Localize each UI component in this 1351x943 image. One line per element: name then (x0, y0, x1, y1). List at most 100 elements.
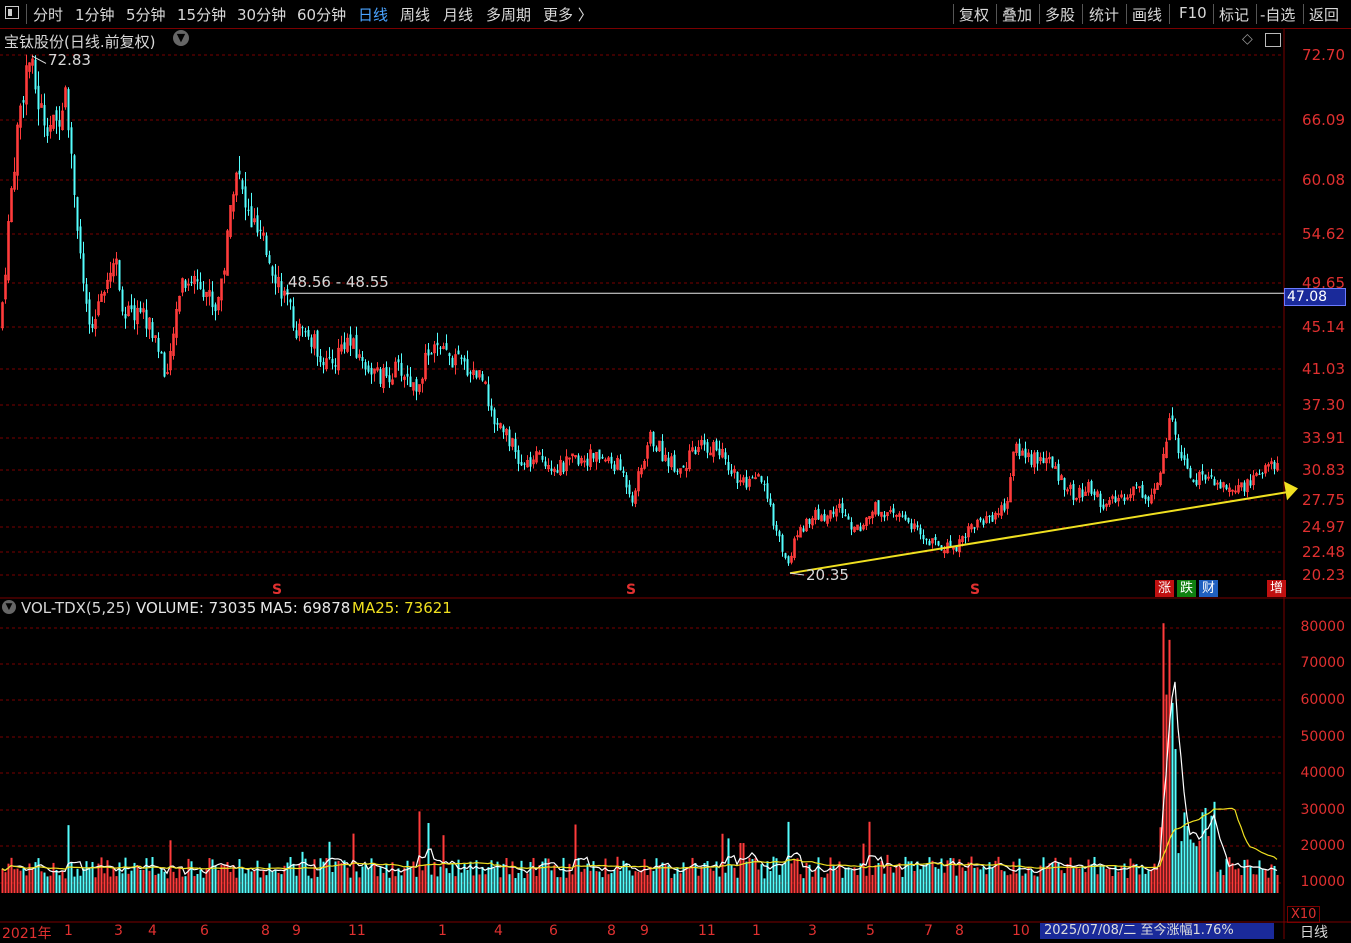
candle-body (982, 520, 985, 525)
candle-body (1180, 451, 1183, 459)
chart-canvas[interactable] (0, 29, 1351, 939)
badge-finance[interactable]: 财 (1199, 580, 1218, 597)
tab-more[interactable]: 更多 〉 (543, 6, 593, 24)
volume-bar (607, 874, 610, 893)
volume-bar (334, 861, 337, 893)
tab-1min[interactable]: 1分钟 (75, 6, 115, 24)
volume-bar (532, 857, 535, 893)
candle-body (1027, 452, 1030, 457)
volume-bar (79, 875, 82, 893)
candle-body (622, 470, 625, 474)
indicator-dropdown-icon[interactable]: ▼ (2, 600, 16, 614)
candle-body (559, 459, 562, 476)
volume-bar (829, 857, 832, 893)
fuquan-button[interactable]: 复权 (959, 6, 990, 24)
tab-daily[interactable]: 日线 (358, 6, 389, 24)
candle-body (172, 333, 175, 356)
mark-button[interactable]: 标记 (1219, 6, 1250, 24)
price-tick: 24.97 (1302, 518, 1345, 536)
volume-bar (1012, 861, 1015, 893)
overlay-button[interactable]: 叠加 (1002, 6, 1033, 24)
price-tick: 54.62 (1302, 225, 1345, 243)
volume-bar (868, 821, 871, 893)
draw-line-button[interactable]: 画线 (1132, 6, 1163, 24)
volume-bar (1222, 875, 1225, 893)
volume-bar (100, 857, 103, 893)
candle-body (964, 536, 967, 538)
volume-bar (13, 869, 16, 893)
candle-body (550, 468, 553, 471)
tab-multi-period[interactable]: 多周期 (486, 6, 532, 24)
candle-body (967, 526, 970, 538)
candle-body (640, 467, 643, 475)
volume-bar (922, 865, 925, 893)
candle-body (346, 337, 349, 352)
volume-bar (346, 867, 349, 893)
volume-bar (256, 860, 259, 893)
date-tick: 9 (292, 923, 301, 939)
price-tick: 20.23 (1302, 566, 1345, 584)
candle-body (1150, 494, 1153, 504)
volume-tick: 60000 (1300, 692, 1345, 708)
volume-bar (901, 876, 904, 893)
volume-bar (811, 876, 814, 893)
diamond-icon[interactable]: ◇ (1242, 31, 1253, 47)
stock-title: 宝钛股份(日线.前复权) (4, 33, 156, 51)
candle-body (913, 523, 916, 529)
indicator-name[interactable]: VOL-TDX(5,25) (21, 599, 132, 617)
volume-bar (295, 875, 298, 893)
period-toolbar: 分时 1分钟 5分钟 15分钟 30分钟 60分钟 日线 周线 月线 多周期 更… (0, 0, 1351, 29)
badge-fall[interactable]: 跌 (1177, 580, 1196, 597)
volume-bar (1270, 864, 1273, 893)
s-marker[interactable]: S (272, 582, 283, 598)
candle-body (502, 426, 505, 433)
volume-bar (235, 877, 238, 893)
volume-bar (850, 869, 853, 893)
badge-rise[interactable]: 涨 (1155, 580, 1174, 597)
tab-15min[interactable]: 15分钟 (177, 6, 227, 24)
volume-bar (1207, 836, 1210, 893)
tab-5min[interactable]: 5分钟 (126, 6, 166, 24)
statistics-button[interactable]: 统计 (1089, 6, 1120, 24)
volume-bar (688, 867, 691, 893)
multi-stock-button[interactable]: 多股 (1045, 6, 1076, 24)
candle-body (934, 537, 937, 540)
s-marker[interactable]: S (626, 582, 637, 598)
badge-increase[interactable]: 增 (1267, 580, 1286, 597)
volume-bar (28, 863, 31, 893)
volume-bar (730, 865, 733, 893)
candle-body (634, 490, 637, 504)
volume-bar (595, 871, 598, 893)
candle-body (694, 449, 697, 455)
candle-body (880, 511, 883, 517)
tab-weekly[interactable]: 周线 (400, 6, 431, 24)
candle-body (742, 477, 745, 483)
window-mode-icon[interactable] (1265, 33, 1281, 47)
volume-bar (937, 868, 940, 893)
volume-bar (565, 877, 568, 893)
candle-body (670, 456, 673, 468)
tab-monthly[interactable]: 月线 (443, 6, 474, 24)
volume-bar (871, 874, 874, 893)
back-button[interactable]: 返回 (1309, 6, 1340, 24)
volume-bar (253, 870, 256, 893)
volume-bar (1114, 865, 1117, 893)
panel-toggle-icon[interactable] (5, 6, 19, 19)
add-favorite-button[interactable]: -自选 (1260, 6, 1296, 24)
candle-body (781, 535, 784, 552)
volume-bar (1060, 870, 1063, 893)
candle-body (304, 331, 307, 333)
candle-body (325, 358, 328, 370)
f10-button[interactable]: F10 (1179, 4, 1207, 22)
title-dropdown-icon[interactable]: ▼ (173, 30, 189, 46)
s-marker[interactable]: S (970, 582, 981, 598)
volume-bar (181, 876, 184, 893)
volume-bar (616, 856, 619, 893)
volume-bar (685, 867, 688, 893)
date-tick: 11 (698, 923, 716, 939)
volume-bar (349, 877, 352, 893)
tab-30min[interactable]: 30分钟 (237, 6, 287, 24)
tab-fenshi[interactable]: 分时 (33, 6, 64, 24)
tab-60min[interactable]: 60分钟 (297, 6, 347, 24)
volume-bar (1273, 865, 1276, 893)
